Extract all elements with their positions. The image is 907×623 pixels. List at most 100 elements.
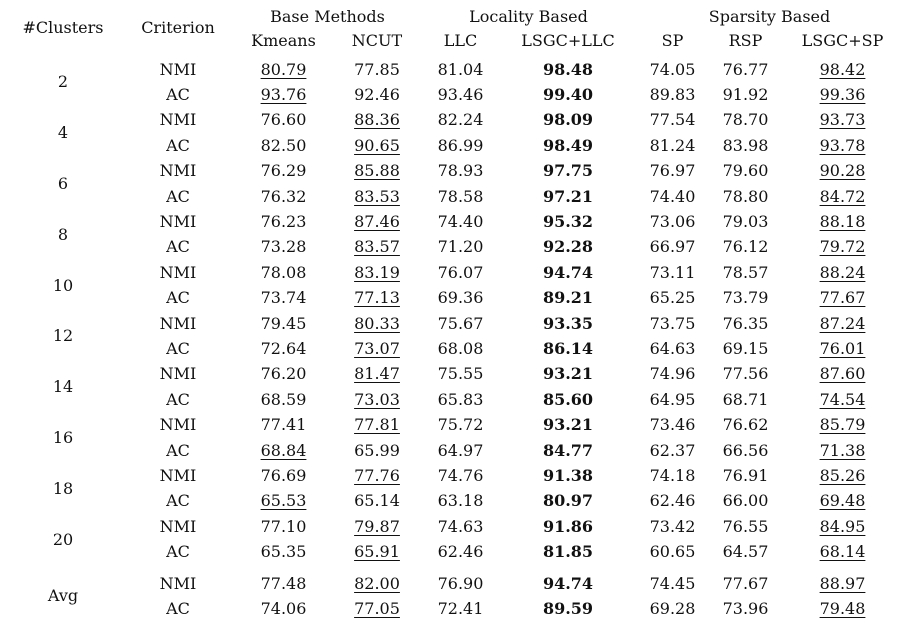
value-cell: 69.15 xyxy=(709,336,782,361)
value-cell-text: 73.03 xyxy=(354,389,400,409)
cluster-label-text: 10 xyxy=(52,275,74,295)
value-cell-text: 89.21 xyxy=(542,288,594,308)
value-cell: 88.24 xyxy=(782,260,903,285)
cluster-label-text: 20 xyxy=(52,529,74,549)
header-method: LSGC+SP xyxy=(782,29,903,52)
value-cell-text: 78.58 xyxy=(437,186,484,206)
value-cell: 64.57 xyxy=(709,540,782,565)
value-cell-text: 77.05 xyxy=(354,599,400,619)
value-cell: 93.21 xyxy=(500,362,636,387)
value-cell: 80.79 xyxy=(234,57,333,82)
criterion-cell-text: AC xyxy=(166,135,190,155)
value-cell: 80.97 xyxy=(500,489,636,514)
value-cell-text: 65.25 xyxy=(649,288,696,308)
value-cell: 74.05 xyxy=(636,57,709,82)
value-cell-text: 91.86 xyxy=(542,516,594,536)
value-cell-text: 86.14 xyxy=(542,339,594,359)
value-cell: 73.28 xyxy=(234,235,333,260)
value-cell-text: 76.12 xyxy=(722,237,769,257)
value-cell: 93.78 xyxy=(782,133,903,158)
value-cell-text: 77.56 xyxy=(722,364,769,384)
value-cell: 73.42 xyxy=(636,514,709,539)
header-clusters-text: #Clusters xyxy=(22,18,104,37)
value-cell-text: 81.85 xyxy=(542,542,594,562)
value-cell-text: 78.70 xyxy=(722,110,769,130)
value-cell-text: 88.97 xyxy=(819,573,866,593)
value-cell-text: 65.83 xyxy=(437,389,484,409)
value-cell: 74.76 xyxy=(421,463,500,488)
value-cell: 76.23 xyxy=(234,209,333,234)
value-cell: 74.18 xyxy=(636,463,709,488)
value-cell: 98.42 xyxy=(782,57,903,82)
value-cell: 64.95 xyxy=(636,387,709,412)
value-cell: 76.90 xyxy=(421,571,500,596)
value-cell-text: 87.60 xyxy=(819,364,866,384)
value-cell-text: 93.76 xyxy=(260,85,307,105)
value-cell: 77.67 xyxy=(782,286,903,311)
value-cell: 79.48 xyxy=(782,596,903,621)
value-cell: 68.71 xyxy=(709,387,782,412)
value-cell-text: 74.54 xyxy=(819,389,866,409)
value-cell: 72.64 xyxy=(234,336,333,361)
header-clusters: #Clusters xyxy=(4,4,122,52)
criterion-cell: AC xyxy=(122,286,234,311)
value-cell-text: 73.79 xyxy=(722,288,769,308)
value-cell-text: 74.40 xyxy=(649,186,696,206)
header-group: Sparsity Based xyxy=(636,4,903,29)
value-cell: 76.20 xyxy=(234,362,333,387)
value-cell-text: 88.18 xyxy=(819,212,866,232)
value-cell: 77.85 xyxy=(333,57,421,82)
criterion-cell: AC xyxy=(122,235,234,260)
value-cell: 71.38 xyxy=(782,438,903,463)
value-cell: 73.07 xyxy=(333,336,421,361)
value-cell-text: 76.91 xyxy=(722,466,769,486)
value-cell-text: 73.46 xyxy=(649,415,696,435)
value-cell-text: 74.63 xyxy=(437,516,484,536)
value-cell-text: 73.07 xyxy=(354,339,400,359)
value-cell-text: 75.67 xyxy=(437,313,484,333)
value-cell: 93.76 xyxy=(234,82,333,107)
value-cell-text: 74.05 xyxy=(649,59,696,79)
value-cell-text: 79.48 xyxy=(819,599,866,619)
value-cell-text: 66.56 xyxy=(722,440,769,460)
criterion-cell-text: NMI xyxy=(159,364,197,384)
criterion-cell-text: NMI xyxy=(159,415,197,435)
value-cell-text: 89.83 xyxy=(649,85,696,105)
value-cell: 76.97 xyxy=(636,159,709,184)
value-cell-text: 73.75 xyxy=(649,313,696,333)
value-cell-text: 77.67 xyxy=(722,573,769,593)
criterion-cell: NMI xyxy=(122,463,234,488)
value-cell: 76.32 xyxy=(234,184,333,209)
criterion-cell-text: AC xyxy=(166,237,190,257)
value-cell-text: 69.36 xyxy=(437,288,484,308)
value-cell: 83.53 xyxy=(333,184,421,209)
value-cell-text: 85.60 xyxy=(542,389,594,409)
value-cell: 64.97 xyxy=(421,438,500,463)
value-cell-text: 77.10 xyxy=(260,516,307,536)
criterion-cell-text: AC xyxy=(166,491,190,511)
value-cell-text: 76.69 xyxy=(260,466,307,486)
value-cell: 89.59 xyxy=(500,596,636,621)
value-cell: 77.05 xyxy=(333,596,421,621)
value-cell-text: 87.46 xyxy=(354,212,400,232)
value-cell: 60.65 xyxy=(636,540,709,565)
value-cell: 78.70 xyxy=(709,108,782,133)
value-cell: 85.79 xyxy=(782,413,903,438)
value-cell: 68.08 xyxy=(421,336,500,361)
cluster-label-text: 14 xyxy=(52,377,74,397)
value-cell: 63.18 xyxy=(421,489,500,514)
header-method: LLC xyxy=(421,29,500,52)
cluster-label-text: 16 xyxy=(52,427,74,447)
criterion-cell: NMI xyxy=(122,209,234,234)
value-cell-text: 99.36 xyxy=(819,85,866,105)
criterion-cell: NMI xyxy=(122,571,234,596)
value-cell-text: 60.65 xyxy=(649,542,696,562)
value-cell: 85.26 xyxy=(782,463,903,488)
value-cell: 80.33 xyxy=(333,311,421,336)
value-cell: 73.74 xyxy=(234,286,333,311)
value-cell: 76.29 xyxy=(234,159,333,184)
value-cell-text: 76.60 xyxy=(260,110,307,130)
value-cell-text: 94.74 xyxy=(542,262,594,282)
value-cell: 73.46 xyxy=(636,413,709,438)
value-cell: 74.63 xyxy=(421,514,500,539)
